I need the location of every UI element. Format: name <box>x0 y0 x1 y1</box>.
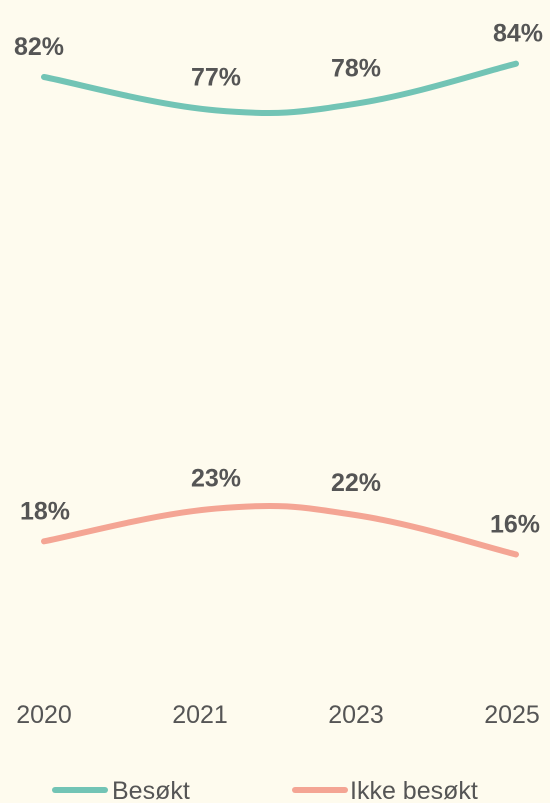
data-label-series1-2023: 78% <box>331 55 381 83</box>
legend: Besøkt Ikke besøkt <box>52 777 478 803</box>
data-label-series1-2021: 77% <box>191 63 241 91</box>
series-lines <box>41 60 519 558</box>
x-tick-label-2023: 2023 <box>328 701 384 729</box>
data-label-series1-2025: 84% <box>493 20 543 48</box>
x-axis: 2020 2021 2023 2025 <box>16 701 540 729</box>
x-tick-label-2025: 2025 <box>484 701 540 729</box>
legend-label-2: Ikke besøkt <box>350 777 478 803</box>
x-tick-label-2021: 2021 <box>172 701 228 729</box>
data-label-series2-2021: 23% <box>191 465 241 493</box>
data-labels: 82% 77% 78% 84% 18% 23% 22% 16% <box>14 20 543 539</box>
series-line-2 <box>41 502 519 558</box>
series-line-1 <box>41 60 519 117</box>
x-tick-label-2020: 2020 <box>16 701 72 729</box>
data-label-series2-2025: 16% <box>490 510 540 538</box>
legend-label-1: Besøkt <box>112 777 190 803</box>
data-label-series2-2023: 22% <box>331 469 381 497</box>
data-label-series1-2020: 82% <box>14 33 64 61</box>
data-label-series2-2020: 18% <box>20 497 70 525</box>
